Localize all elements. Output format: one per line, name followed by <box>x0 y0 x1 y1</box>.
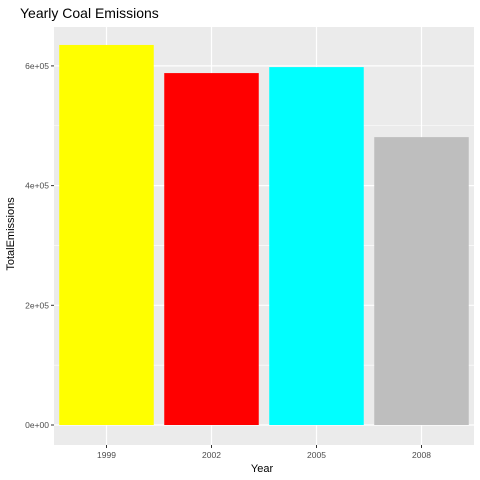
x-tick-label: 2005 <box>307 450 326 460</box>
y-tick-label: 4e+05 <box>25 181 49 191</box>
x-axis-title: Year <box>251 463 274 475</box>
x-tick-label: 1999 <box>97 450 116 460</box>
bar-2002 <box>164 73 259 425</box>
chart-title: Yearly Coal Emissions <box>20 5 159 21</box>
y-axis-title: TotalEmissions <box>5 197 17 271</box>
bar-2005 <box>269 67 364 426</box>
x-tick-label: 2002 <box>202 450 221 460</box>
y-axis-ticks: 0e+00 2e+05 4e+05 6e+05 <box>25 61 54 430</box>
bar-2008 <box>374 137 469 426</box>
x-tick-label: 2008 <box>412 450 431 460</box>
x-axis-ticks: 1999 2002 2005 2008 <box>97 445 431 460</box>
bar-1999 <box>59 44 154 425</box>
y-tick-label: 6e+05 <box>25 61 49 71</box>
bars <box>59 44 469 426</box>
y-tick-label: 2e+05 <box>25 300 49 310</box>
y-tick-label: 0e+00 <box>25 420 49 430</box>
